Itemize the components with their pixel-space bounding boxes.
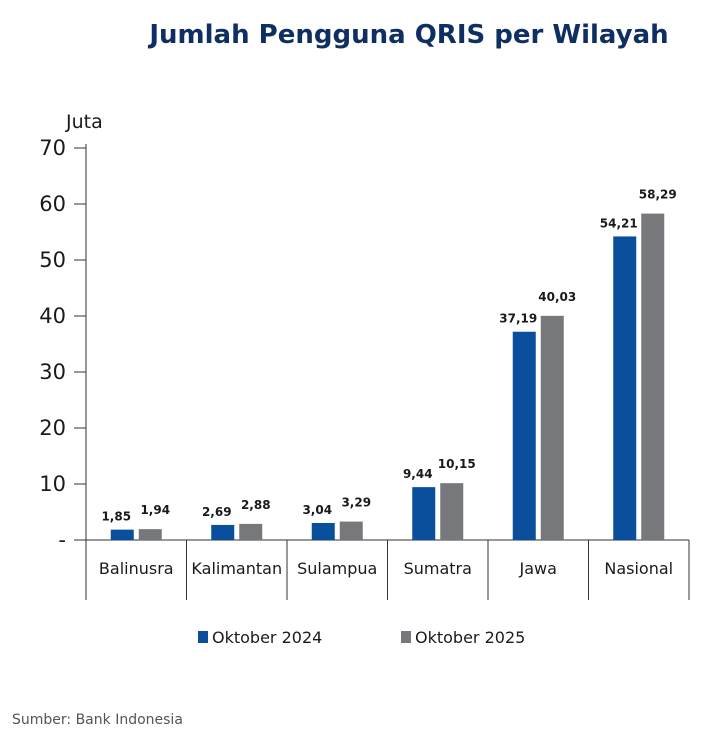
chart-title: Jumlah Pengguna QRIS per Wilayah — [147, 20, 668, 50]
bar-oktober-2024 — [311, 522, 335, 540]
legend-swatch — [401, 631, 411, 643]
y-tick-label: 70 — [39, 136, 66, 160]
y-tick-label: 10 — [39, 472, 66, 496]
bar-oktober-2025 — [440, 483, 464, 540]
bar-oktober-2025 — [239, 523, 263, 540]
bar-oktober-2024 — [110, 529, 134, 540]
bar-oktober-2024 — [412, 487, 436, 540]
category-label: Balinusra — [99, 559, 174, 578]
category-label: Kalimantan — [191, 559, 282, 578]
bar-oktober-2024 — [512, 331, 536, 540]
data-label: 9,44 — [403, 467, 433, 481]
axes: - 10 20 30 40 50 60 70 Balinusra Kalimantan Sulamp… — [39, 136, 690, 600]
bar-oktober-2025 — [540, 315, 564, 540]
bar-oktober-2025 — [641, 213, 665, 541]
category-label: Nasional — [604, 559, 673, 578]
data-label: 1,85 — [101, 510, 131, 524]
category-label: Jawa — [519, 559, 557, 578]
data-label: 54,21 — [600, 216, 638, 230]
legend: Oktober 2024 Oktober 2025 — [198, 628, 525, 647]
bar-oktober-2024 — [211, 524, 235, 540]
bar-oktober-2025 — [138, 529, 162, 540]
data-label: 2,69 — [202, 505, 232, 519]
bar-oktober-2025 — [339, 521, 363, 540]
data-label: 2,88 — [241, 498, 271, 512]
source-note: Sumber: Bank Indonesia — [12, 712, 183, 728]
y-tick-label: 50 — [39, 248, 66, 272]
bars: 1,85 1,94 2,69 2,88 3,04 3,29 9,44 10,15 37,1940… — [101, 188, 677, 541]
data-label: 10,15 — [438, 457, 476, 471]
data-label: 3,29 — [341, 496, 371, 510]
data-label: 1,94 — [140, 503, 170, 517]
y-tick-label: - — [58, 528, 66, 552]
data-label: 40,03 — [538, 290, 576, 304]
category-label: Sumatra — [404, 559, 472, 578]
category-label: Sulampua — [297, 559, 377, 578]
y-tick-label: 40 — [39, 304, 66, 328]
data-label: 37,19 — [499, 312, 537, 326]
y-tick-label: 60 — [39, 192, 66, 216]
y-tick-label: 20 — [39, 416, 66, 440]
y-axis-unit-label: Juta — [65, 111, 103, 133]
y-tick-label: 30 — [39, 360, 66, 384]
legend-label: Oktober 2024 — [212, 628, 322, 647]
legend-label: Oktober 2025 — [415, 628, 525, 647]
data-label: 3,04 — [302, 503, 332, 517]
data-label: 58,29 — [639, 188, 677, 202]
bar-oktober-2024 — [613, 236, 637, 540]
legend-swatch — [198, 631, 208, 643]
